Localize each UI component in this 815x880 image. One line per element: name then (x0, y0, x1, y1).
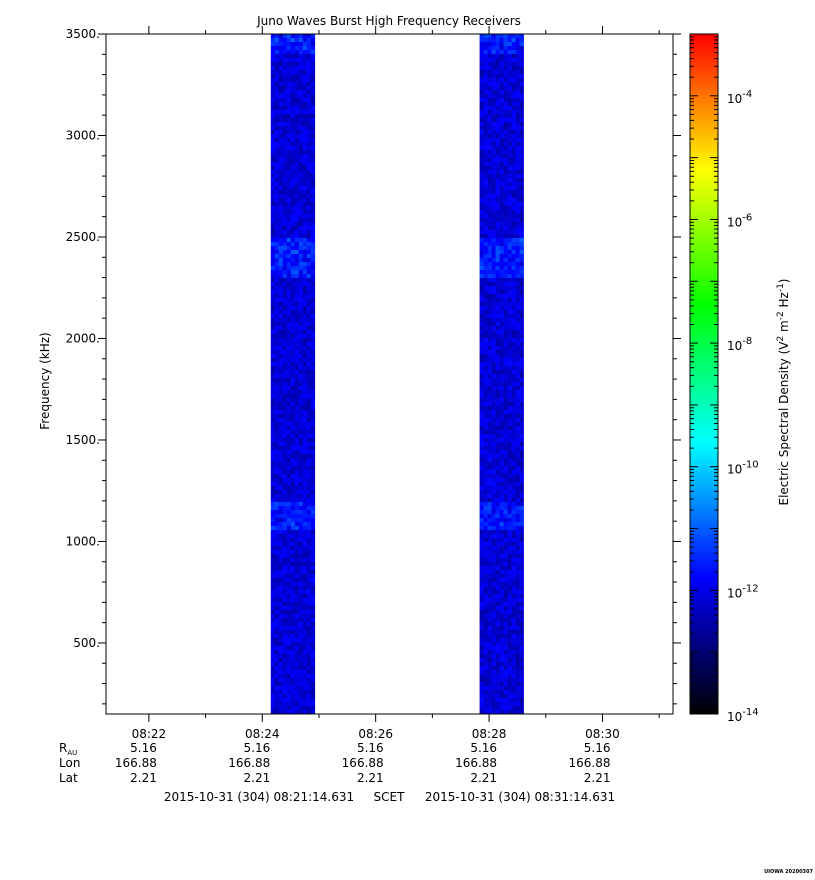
ephemeris-value: 2.21 (470, 771, 497, 785)
colorbar-label-close: ) (777, 278, 791, 283)
ephemeris-value: 166.88 (455, 756, 497, 770)
ephemeris-value: 2.21 (584, 771, 611, 785)
ephemeris-row-label: RAU (59, 741, 77, 757)
ephemeris-value: 5.16 (357, 741, 384, 755)
ephemeris-row-label: Lat (59, 771, 78, 785)
x-tick-label: 08:24 (245, 727, 280, 741)
colorbar-label-main: Electric Spectral Density (V (777, 341, 791, 506)
colorbar-label-unit-1: m (777, 320, 791, 336)
time-range-start: 2015-10-31 (304) 08:21:14.631 (164, 790, 354, 804)
y-tick-label: 3000. (66, 128, 100, 142)
ephemeris-value: 5.16 (584, 741, 611, 755)
colorbar-tick-label: 10-12 (727, 583, 759, 600)
y-axis: 500. 1000. 1500. 2000. 2500. 3000. 3500. (66, 27, 681, 705)
ephemeris-value: 166.88 (228, 756, 270, 770)
ephemeris-label-text: Lon (59, 756, 80, 770)
colorbar-tick-exponent: -14 (742, 707, 758, 718)
colorbar-label-exp-2: -2 (776, 311, 786, 320)
ephemeris-value: 2.21 (130, 771, 157, 785)
colorbar-tick-exponent: -6 (742, 212, 752, 223)
time-range-end: 2015-10-31 (304) 08:31:14.631 (425, 790, 615, 804)
y-tick-label: 3500. (66, 27, 100, 41)
ephemeris-label-text: Lat (59, 771, 78, 785)
colorbar-tick-label: 10-14 (727, 707, 759, 724)
y-tick-label: 1500. (66, 433, 100, 447)
scet-label: SCET (374, 790, 406, 804)
x-axis: 08:22 08:24 08:26 08:28 08:30 (132, 26, 660, 741)
chart-title: Juno Waves Burst High Frequency Receiver… (256, 14, 521, 28)
colorbar-tick-base: 10 (727, 92, 742, 106)
ephemeris-row-label: Lon (59, 756, 80, 770)
colorbar-tick-base: 10 (727, 710, 742, 724)
burst-1 (270, 34, 316, 714)
y-tick-label: 2000. (66, 331, 100, 345)
colorbar-tick-label: 10-10 (727, 460, 759, 477)
colorbar-tick-label: 10-4 (727, 89, 752, 106)
ephemeris-value: 5.16 (470, 741, 497, 755)
ephemeris-value: 166.88 (115, 756, 157, 770)
footer-stamp: UIOWA 20200307 (764, 869, 813, 875)
colorbar (690, 34, 718, 714)
colorbar-tick-label: 10-8 (727, 336, 752, 353)
colorbar-label-exp-3: -1 (776, 283, 786, 292)
ephemeris-label-text: R (59, 741, 67, 755)
colorbar-tick-exponent: -10 (742, 460, 758, 471)
ephemeris-label-subscript: AU (67, 749, 77, 757)
ephemeris-table: RAU 5.16 5.16 5.16 5.16 5.16 Lon 166.88 166.88 16… (59, 741, 610, 785)
spectrogram-image (270, 34, 524, 714)
colorbar-label-unit-2: Hz (777, 292, 791, 311)
ephemeris-value: 5.16 (244, 741, 271, 755)
ephemeris-value: 5.16 (130, 741, 157, 755)
colorbar-tick-base: 10 (727, 463, 742, 477)
colorbar-label: Electric Spectral Density (V2 m-2 Hz-1) (776, 278, 791, 505)
plot-frame (105, 33, 674, 715)
x-tick-label: 08:22 (132, 727, 167, 741)
ephemeris-value: 2.21 (244, 771, 271, 785)
colorbar-tick-exponent: -12 (742, 583, 758, 594)
colorbar-tick-base: 10 (727, 586, 742, 600)
colorbar-frame (689, 33, 719, 715)
colorbar-tick-base: 10 (727, 339, 742, 353)
colorbar-tick-exponent: -8 (742, 336, 752, 347)
ephemeris-value: 166.88 (568, 756, 610, 770)
colorbar-tick-label: 10-6 (727, 212, 752, 229)
x-tick-label: 08:30 (585, 727, 620, 741)
x-tick-label: 08:28 (472, 727, 507, 741)
y-axis-label: Frequency (kHz) (38, 332, 52, 429)
burst-2 (479, 34, 524, 714)
colorbar-tick-exponent: -4 (742, 89, 752, 100)
y-tick-label: 500. (73, 636, 100, 650)
ephemeris-value: 166.88 (342, 756, 384, 770)
x-tick-label: 08:26 (358, 727, 393, 741)
colorbar-label-exp-1: 2 (776, 336, 786, 342)
ephemeris-value: 2.21 (357, 771, 384, 785)
colorbar-tick-base: 10 (727, 215, 742, 229)
y-tick-label: 2500. (66, 230, 100, 244)
y-tick-label: 1000. (66, 534, 100, 548)
